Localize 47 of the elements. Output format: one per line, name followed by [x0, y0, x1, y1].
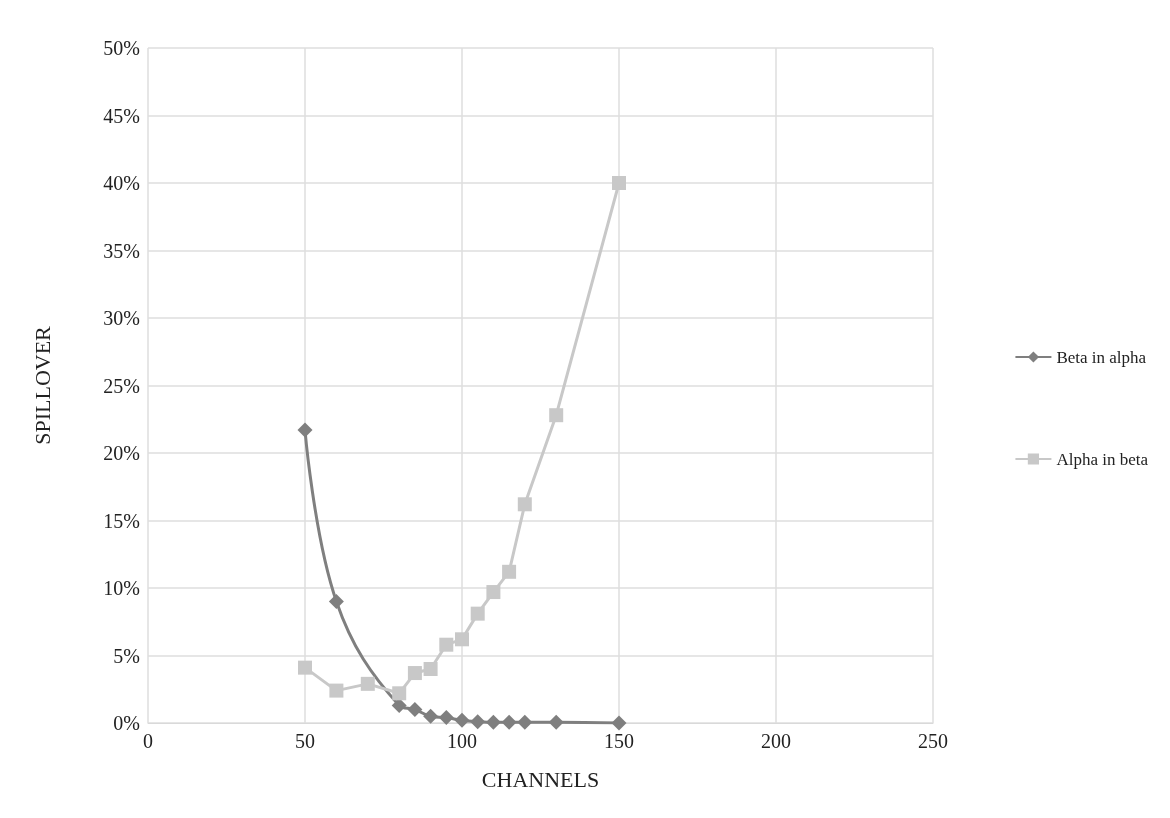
y-tick-label: 15% [103, 509, 140, 532]
legend-label: Alpha in beta [1056, 449, 1149, 469]
point [297, 422, 313, 438]
point [329, 683, 344, 698]
point [423, 662, 438, 676]
point [439, 637, 454, 652]
point [454, 712, 470, 728]
legend-label: Beta in alpha [1056, 347, 1147, 367]
y-tick-label: 5% [113, 644, 140, 667]
y-tick-label: 40% [103, 172, 140, 194]
point [438, 710, 454, 726]
point [407, 702, 423, 717]
point [502, 564, 517, 579]
x-tick-label: 200 [761, 730, 791, 752]
point [611, 715, 627, 731]
y-tick-label: 10% [103, 577, 140, 599]
point [549, 408, 564, 423]
y-tick-label: 0% [113, 712, 140, 734]
x-axis-title: CHANNELS [481, 766, 600, 792]
y-axis-title: SPILLOVER [29, 325, 55, 445]
x-tick-label: 100 [447, 730, 477, 752]
point [392, 686, 407, 701]
point [423, 708, 439, 724]
point [486, 585, 501, 600]
y-tick-label: 50% [103, 37, 140, 59]
point [360, 676, 375, 691]
y-tick-label: 30% [103, 307, 140, 329]
point [517, 714, 533, 730]
x-tick-label: 150 [604, 730, 634, 752]
y-tick-label: 20% [103, 442, 140, 464]
point [548, 714, 564, 730]
point [485, 714, 501, 730]
point [328, 594, 344, 609]
point [407, 666, 422, 681]
x-tick-label: 0 [143, 730, 153, 752]
point [470, 714, 486, 730]
x-tick-label: 50 [295, 730, 315, 752]
x-tick-label: 250 [918, 730, 948, 752]
point [298, 660, 312, 675]
point [612, 176, 626, 190]
point [455, 632, 469, 647]
y-tick-label: 35% [103, 239, 140, 262]
point [501, 714, 517, 730]
point [470, 606, 485, 621]
y-tick-label: 25% [103, 374, 140, 397]
y-tick-label: 45% [103, 104, 140, 127]
point [517, 497, 532, 512]
